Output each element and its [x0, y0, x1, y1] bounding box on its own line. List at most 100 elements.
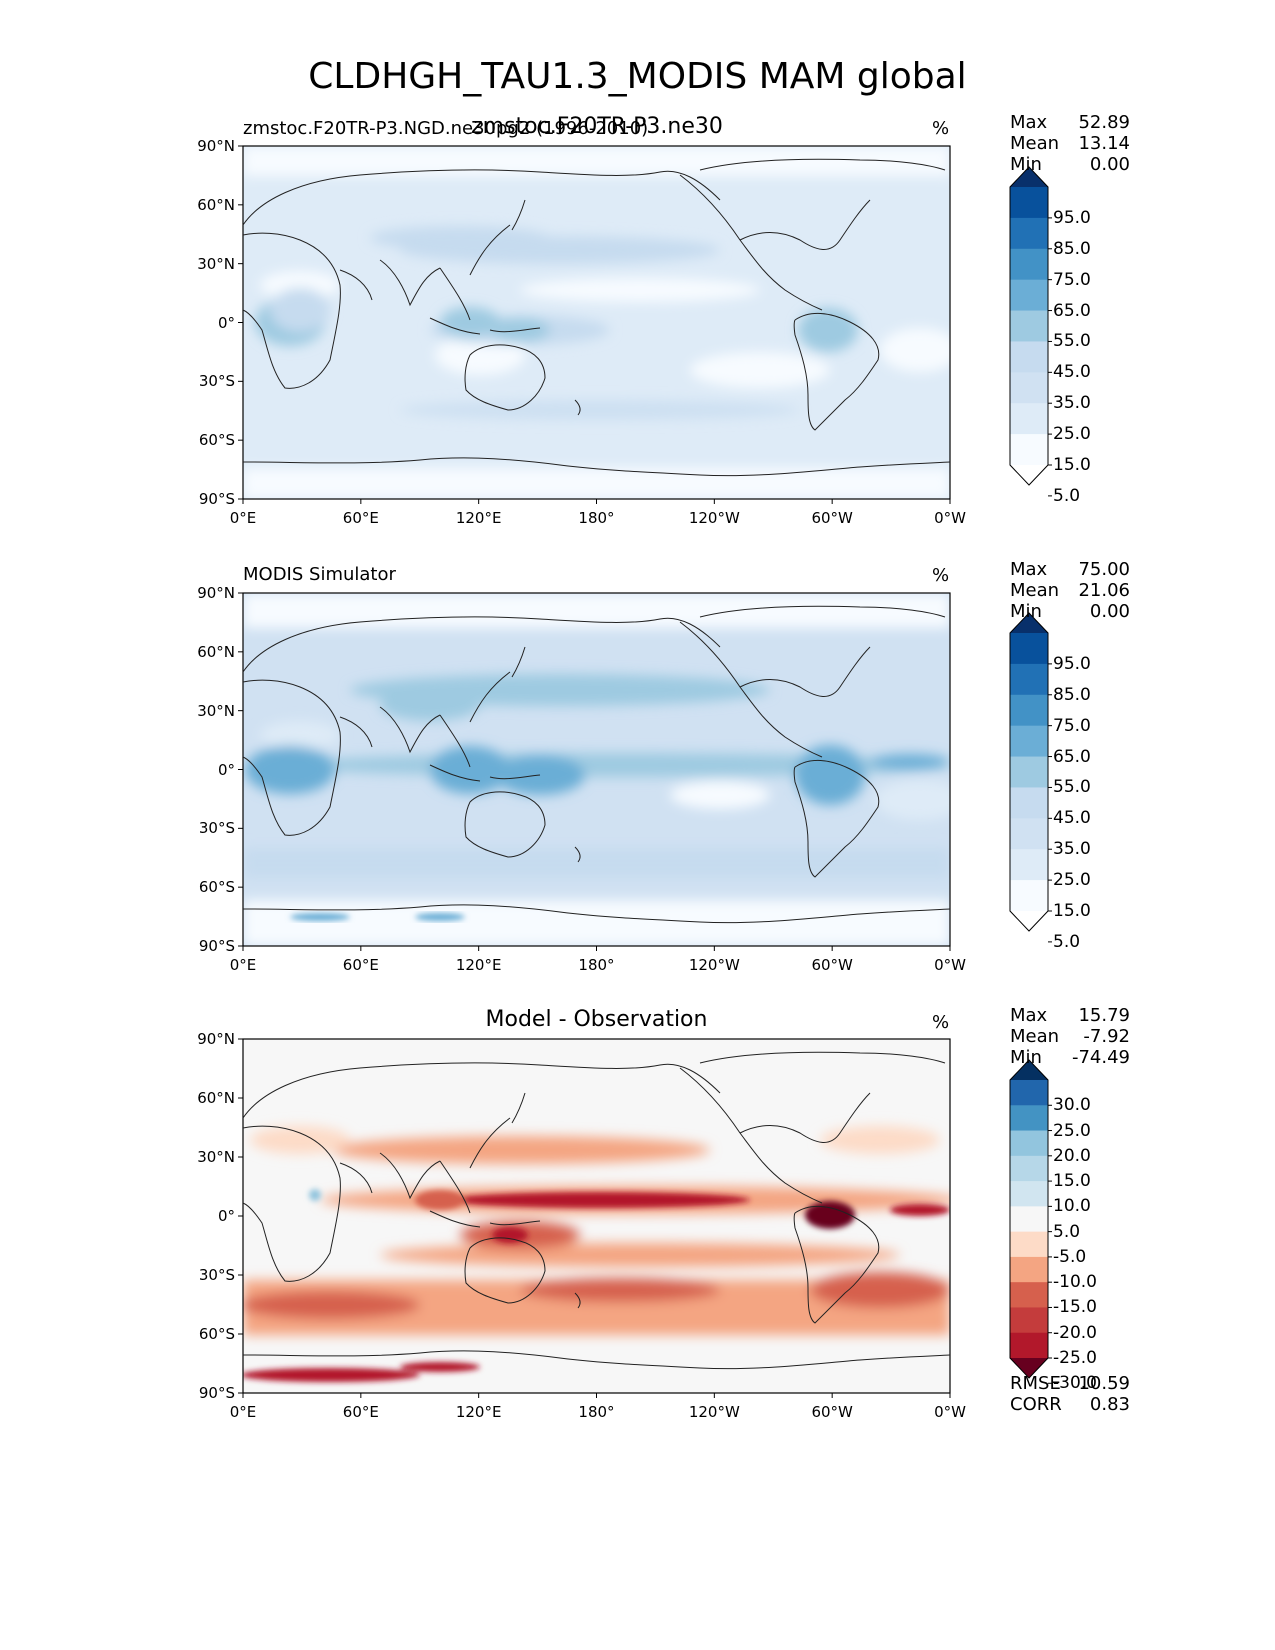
lat-tick-label: 30°N	[197, 254, 235, 273]
lon-tick-label: 120°W	[688, 1403, 740, 1421]
lon-tick-label: 180°	[578, 509, 615, 527]
colorbar-band	[1010, 663, 1048, 696]
lon-tick-label: 180°	[578, 956, 615, 974]
colorbar-band	[1010, 1256, 1048, 1283]
colorbar-band	[1010, 1080, 1048, 1106]
lon-tick-label: 0°W	[934, 956, 966, 974]
lat-tick-label: 30°N	[197, 1148, 235, 1166]
panel-2-field	[243, 593, 950, 946]
panel-1-max-label: Max	[1010, 112, 1048, 133]
lat-tick-label: 60°S	[198, 1325, 235, 1343]
lon-tick-label: 0°W	[934, 509, 966, 527]
colorbar-level-label: -15.0	[1053, 1297, 1097, 1318]
lat-tick-label: 30°S	[198, 372, 235, 391]
lat-tick-label: 90°N	[197, 1030, 235, 1048]
panel-2-mean-value: 21.06	[1078, 580, 1130, 601]
colorbar-level-label: 35.0	[1053, 393, 1091, 414]
lat-tick-label: 90°S	[198, 1384, 235, 1402]
lat-tick-label: 90°S	[198, 490, 235, 508]
lat-tick-label: 0°	[217, 313, 235, 332]
lon-tick-label: 120°W	[688, 509, 740, 527]
lon-tick-label: 0°E	[229, 509, 257, 527]
panel-2-units: %	[932, 565, 950, 586]
colorbar-extend-top	[1010, 167, 1048, 187]
panel-3-field	[243, 1039, 950, 1393]
lon-tick-label: 180°	[578, 1403, 615, 1421]
colorbar-level-label: 85.0	[1053, 684, 1091, 705]
colorbar-band	[1010, 1307, 1048, 1334]
colorbar-level-label: 75.0	[1053, 715, 1091, 736]
panel-2-min-label: Min	[1010, 601, 1042, 622]
panel-2-max-label: Max	[1010, 559, 1048, 580]
colorbar-band	[1010, 1332, 1048, 1359]
rmse-label: RMSE	[1010, 1373, 1061, 1394]
corr-value: 0.83	[1089, 1394, 1130, 1415]
colorbar-band	[1010, 310, 1048, 342]
panel-3-min-value: -74.49	[1071, 1047, 1130, 1068]
colorbar-band	[1010, 1155, 1048, 1182]
colorbar-extend-bottom	[1010, 1358, 1048, 1378]
colorbar-band	[1010, 1231, 1048, 1258]
colorbar-band	[1010, 217, 1048, 250]
colorbar-level-label: -25.0	[1053, 1348, 1097, 1368]
lon-tick-label: 60°W	[811, 956, 853, 974]
lon-tick-label: 60°E	[342, 1403, 379, 1421]
colorbar-level-label: 85.0	[1053, 238, 1091, 259]
panel-3-min-label: Min	[1010, 1047, 1042, 1068]
panel-1-mean-value: 13.14	[1078, 133, 1130, 154]
colorbar-band	[1010, 1206, 1048, 1233]
panel-1-title-left: zmstoc.F20TR-P3.NGD.ne30pg2 (1996-2010)	[243, 118, 649, 139]
colorbar-level-label: 35.0	[1053, 839, 1091, 860]
colorbar-band	[1010, 818, 1048, 850]
colorbar-level-label: 30.0	[1053, 1095, 1091, 1116]
colorbar-band	[1010, 1130, 1048, 1157]
panel-1-units: %	[932, 118, 950, 139]
colorbar-level-label: 10.0	[1053, 1196, 1091, 1217]
panel-1-max-value: 52.89	[1078, 112, 1130, 133]
colorbar-extend-bottom	[1010, 911, 1048, 931]
colorbar-level-label: 20.0	[1053, 1145, 1091, 1166]
colorbar-band	[1010, 1282, 1048, 1308]
colorbar-level-label: 65.0	[1053, 300, 1091, 321]
lat-tick-label: 0°	[217, 1207, 235, 1225]
colorbar-level-label: 75.0	[1053, 269, 1091, 290]
lat-tick-label: 90°N	[197, 137, 235, 155]
panel-2-mean-label: Mean	[1010, 580, 1060, 601]
panel-2-title-left: MODIS Simulator	[243, 564, 396, 585]
colorbar-level-label: 45.0	[1053, 808, 1091, 829]
corr-label: CORR	[1010, 1394, 1062, 1415]
lat-tick-label: 30°S	[198, 819, 235, 838]
colorbar-level-label: 5.0	[1053, 931, 1081, 952]
lon-tick-label: 120°W	[688, 956, 740, 974]
lat-tick-label: 90°S	[198, 937, 235, 955]
lon-tick-label: 120°E	[455, 509, 502, 527]
colorbar-band	[1010, 187, 1048, 219]
panel-1-field	[243, 146, 950, 499]
colorbar-level-label: -10.0	[1053, 1272, 1097, 1293]
colorbar-level-label: 25.0	[1053, 1120, 1091, 1141]
panel-3-mean-value: -7.92	[1083, 1026, 1130, 1047]
colorbar-band	[1010, 279, 1048, 312]
colorbar-band	[1010, 633, 1048, 665]
colorbar-band	[1010, 756, 1048, 788]
panel-1-min-value: 0.00	[1089, 154, 1130, 175]
lat-tick-label: 60°N	[197, 195, 235, 214]
figure-title: CLDHGH_TAU1.3_MODIS MAM global	[308, 56, 967, 97]
colorbar-level-label: 55.0	[1053, 331, 1091, 352]
colorbar-band	[1010, 248, 1048, 281]
colorbar-level-label: 5.0	[1053, 1221, 1081, 1242]
rmse-value: 10.59	[1078, 1373, 1130, 1394]
panel-3-max-value: 15.79	[1078, 1005, 1130, 1026]
panel-3-units: %	[932, 1012, 950, 1033]
lon-tick-label: 120°E	[455, 956, 502, 974]
lon-tick-label: 0°E	[229, 956, 257, 974]
panel-1-title-center: zmstoc.F20TR-P3.ne30	[471, 114, 723, 139]
colorbar-band	[1010, 341, 1048, 373]
lat-tick-label: 60°S	[198, 431, 235, 450]
colorbar-level-label: 55.0	[1053, 777, 1091, 798]
colorbar-extend-top	[1010, 613, 1048, 633]
lon-tick-label: 0°W	[934, 1403, 966, 1421]
lon-tick-label: 60°W	[811, 1403, 853, 1421]
panel-3-max-label: Max	[1010, 1005, 1048, 1026]
